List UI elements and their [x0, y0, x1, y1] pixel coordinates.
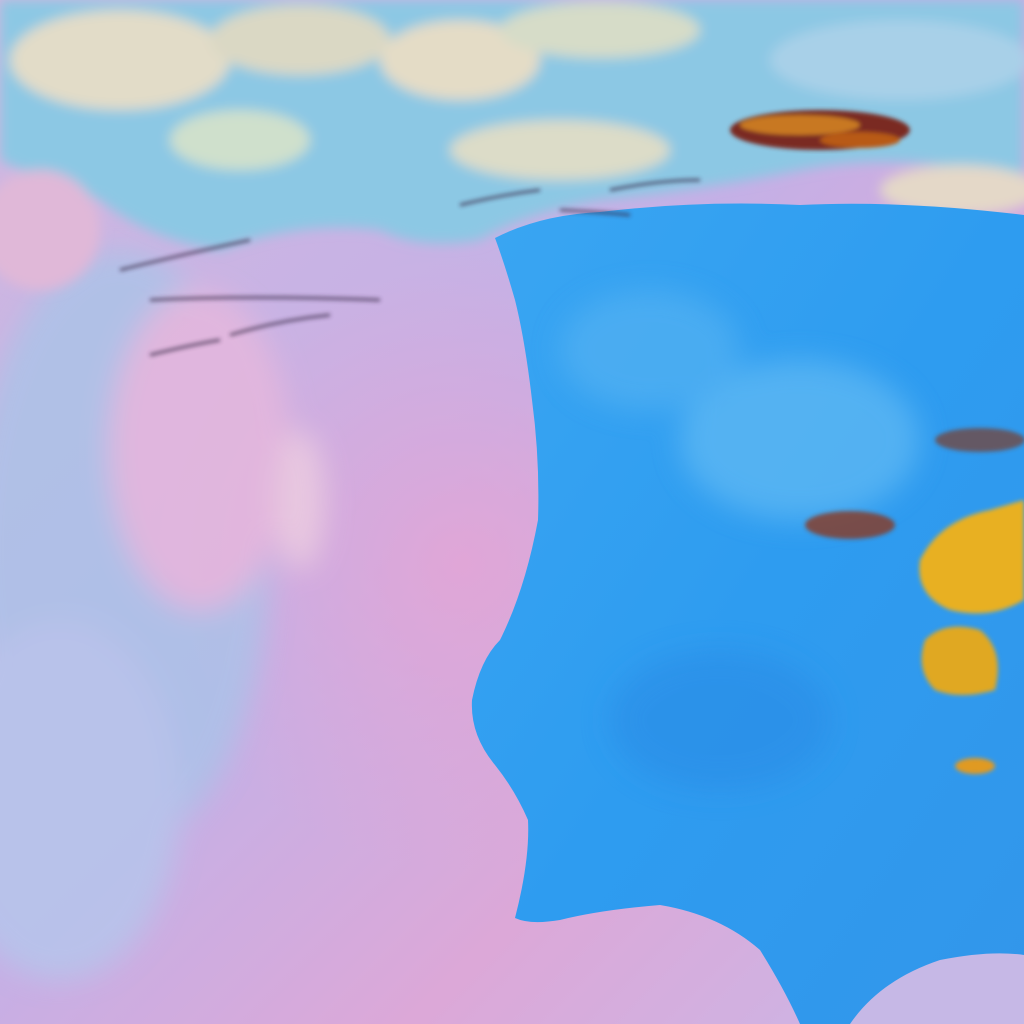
convective-cloud-east	[805, 428, 1024, 774]
western-cloud-field	[0, 250, 325, 980]
land-texture	[560, 290, 920, 790]
iberian-peninsula-land	[471, 203, 1024, 1024]
northern-cloud-bank	[0, 0, 1024, 290]
high-cloud-north	[730, 110, 910, 150]
mediterranean-sea	[850, 953, 1024, 1024]
cloud-streaks	[119, 178, 701, 357]
